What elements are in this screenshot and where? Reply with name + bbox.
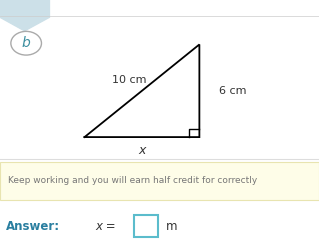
Text: 10 cm: 10 cm [112,75,146,85]
FancyBboxPatch shape [134,215,158,237]
Text: m: m [166,220,177,232]
Polygon shape [0,0,49,31]
Text: Keep working and you will earn half credit for correctly: Keep working and you will earn half cred… [8,176,257,185]
Text: x =: x = [96,220,116,232]
Text: Answer:: Answer: [6,220,61,232]
FancyBboxPatch shape [0,0,49,17]
Circle shape [11,31,41,55]
Text: x: x [138,144,146,157]
Text: 6 cm: 6 cm [219,86,246,96]
FancyBboxPatch shape [0,162,319,200]
Text: b: b [22,36,31,50]
